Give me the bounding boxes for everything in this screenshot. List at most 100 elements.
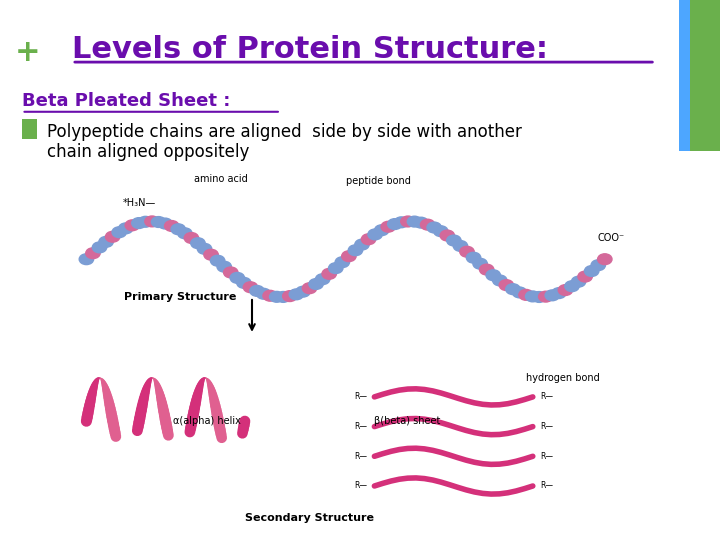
Circle shape: [171, 224, 186, 235]
Circle shape: [217, 261, 231, 272]
Text: peptide bond: peptide bond: [346, 176, 410, 186]
Text: R—: R—: [354, 452, 367, 461]
Circle shape: [433, 226, 448, 237]
Circle shape: [446, 235, 461, 246]
Circle shape: [256, 288, 271, 299]
Circle shape: [381, 221, 395, 232]
Circle shape: [296, 286, 310, 297]
Circle shape: [164, 220, 179, 231]
Circle shape: [545, 290, 559, 301]
Text: Beta Pleated Sheet :: Beta Pleated Sheet :: [22, 92, 230, 110]
Circle shape: [250, 286, 264, 296]
Text: Polypeptide chains are aligned  side by side with another: Polypeptide chains are aligned side by s…: [47, 123, 522, 141]
Text: COO⁻: COO⁻: [598, 233, 625, 242]
Text: R—: R—: [540, 393, 553, 401]
Text: R—: R—: [354, 482, 367, 490]
Text: +: +: [14, 38, 40, 67]
Circle shape: [125, 220, 140, 231]
Circle shape: [99, 237, 113, 247]
Text: *H₃N—: *H₃N—: [122, 198, 156, 207]
Circle shape: [486, 270, 500, 281]
Text: R—: R—: [540, 452, 553, 461]
Circle shape: [513, 287, 527, 298]
Text: α(alpha) helix: α(alpha) helix: [173, 416, 240, 426]
Text: Primary Structure: Primary Structure: [124, 292, 236, 302]
Circle shape: [204, 249, 218, 260]
Circle shape: [269, 292, 284, 302]
Circle shape: [539, 291, 553, 302]
Circle shape: [368, 229, 382, 240]
Circle shape: [315, 274, 330, 285]
Circle shape: [374, 225, 389, 235]
Circle shape: [263, 291, 277, 301]
Circle shape: [86, 248, 100, 259]
Circle shape: [499, 280, 513, 291]
Text: Secondary Structure: Secondary Structure: [245, 514, 374, 523]
Text: R—: R—: [540, 422, 553, 431]
Circle shape: [191, 238, 205, 248]
Circle shape: [387, 219, 402, 230]
Circle shape: [178, 228, 192, 239]
Text: R—: R—: [354, 422, 367, 431]
Circle shape: [132, 218, 146, 228]
Circle shape: [328, 263, 343, 274]
Text: β(beta) sheet: β(beta) sheet: [374, 416, 441, 426]
Circle shape: [197, 244, 212, 254]
Circle shape: [105, 231, 120, 242]
Circle shape: [572, 276, 586, 287]
Circle shape: [112, 227, 127, 238]
Circle shape: [591, 260, 606, 271]
Circle shape: [401, 216, 415, 227]
Circle shape: [440, 230, 454, 241]
Circle shape: [492, 275, 507, 286]
Circle shape: [394, 217, 408, 228]
Circle shape: [505, 284, 520, 294]
Text: R—: R—: [540, 482, 553, 490]
Text: R—: R—: [354, 393, 367, 401]
Circle shape: [283, 291, 297, 301]
Text: chain aligned oppositely: chain aligned oppositely: [47, 143, 249, 161]
Circle shape: [322, 268, 336, 279]
Circle shape: [276, 292, 290, 302]
Circle shape: [138, 217, 153, 227]
Circle shape: [420, 219, 435, 230]
Circle shape: [598, 254, 612, 265]
Circle shape: [151, 217, 166, 227]
Text: amino acid: amino acid: [194, 173, 248, 184]
Circle shape: [302, 283, 317, 294]
Circle shape: [414, 217, 428, 228]
Circle shape: [473, 258, 487, 269]
Circle shape: [342, 251, 356, 261]
Circle shape: [243, 282, 258, 293]
Circle shape: [427, 222, 441, 233]
Circle shape: [480, 264, 494, 275]
Circle shape: [184, 233, 199, 244]
Circle shape: [224, 267, 238, 278]
Circle shape: [237, 278, 251, 288]
Circle shape: [467, 252, 481, 263]
Circle shape: [210, 255, 225, 266]
Bar: [22, 119, 37, 139]
Circle shape: [526, 291, 540, 302]
Circle shape: [145, 216, 159, 227]
Circle shape: [585, 266, 599, 276]
Circle shape: [348, 245, 363, 255]
Circle shape: [558, 285, 572, 295]
Bar: [679, 0, 690, 151]
Circle shape: [230, 273, 245, 284]
Circle shape: [309, 279, 323, 289]
Circle shape: [92, 242, 107, 253]
Circle shape: [453, 240, 467, 251]
Circle shape: [552, 288, 566, 299]
Bar: [22, 167, 691, 535]
Circle shape: [79, 254, 94, 265]
Circle shape: [519, 289, 534, 300]
Circle shape: [460, 246, 474, 257]
Circle shape: [408, 216, 422, 227]
Circle shape: [532, 292, 546, 302]
Circle shape: [361, 234, 376, 245]
Circle shape: [335, 257, 349, 268]
Bar: [690, 0, 720, 151]
Text: hydrogen bond: hydrogen bond: [526, 373, 599, 383]
Circle shape: [564, 281, 579, 292]
